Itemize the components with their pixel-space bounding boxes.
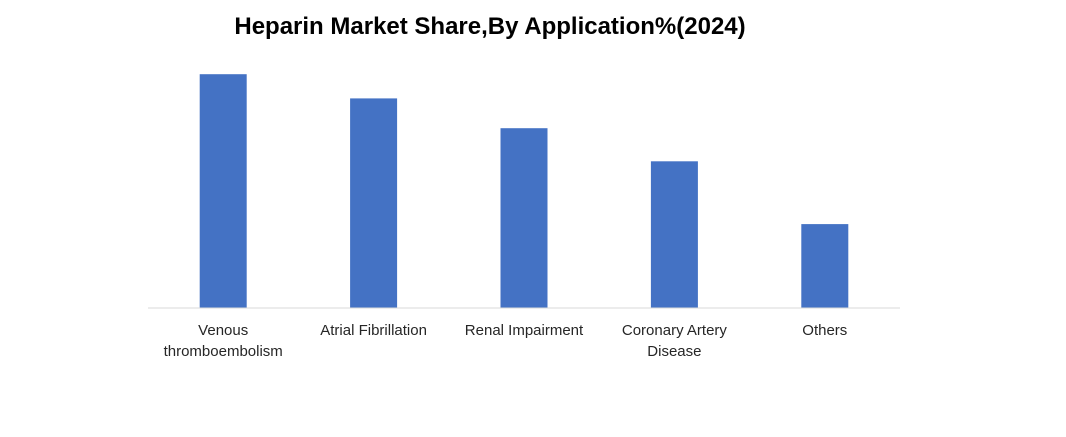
x-tick-label: Renal Impairment — [465, 322, 584, 339]
x-tick-labels: Venous thromboembolism Atrial Fibrillation… — [164, 322, 848, 360]
x-tick-label-line: Disease — [647, 343, 701, 360]
bar — [350, 98, 398, 309]
bar-group — [199, 74, 849, 309]
x-tick-label-line: Atrial Fibrillation — [320, 322, 427, 339]
bar — [199, 74, 247, 308]
x-tick-label: Coronary Artery Disease — [622, 322, 728, 360]
bar — [500, 128, 548, 308]
x-tick-label-line: Venous — [198, 322, 248, 339]
x-tick-label-line: Renal Impairment — [465, 322, 584, 339]
x-tick-label: Atrial Fibrillation — [320, 322, 427, 339]
x-tick-label: Others — [802, 322, 847, 339]
x-tick-label: Venous thromboembolism — [164, 322, 283, 360]
x-tick-label-line: Others — [802, 322, 847, 339]
chart-title: Heparin Market Share,By Application%(202… — [234, 13, 745, 40]
bar — [801, 224, 849, 308]
x-tick-label-line: Coronary Artery — [622, 322, 728, 339]
x-tick-label-line: thromboembolism — [164, 343, 283, 360]
bar — [650, 161, 698, 308]
